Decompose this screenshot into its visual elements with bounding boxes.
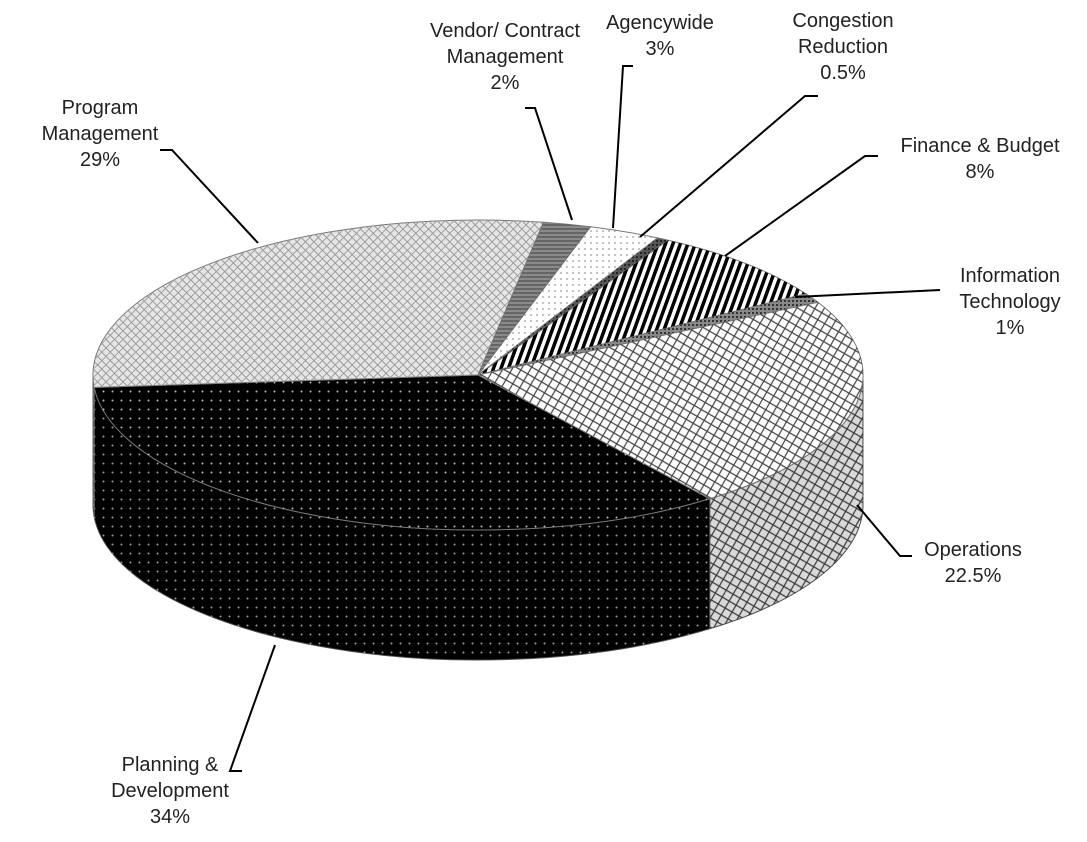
slice-side-shade xyxy=(709,375,863,629)
value-label: 3% xyxy=(645,38,675,60)
category-label: Planning & Development xyxy=(111,754,229,802)
pie-tops xyxy=(92,219,864,531)
category-label: Agencywide xyxy=(606,12,714,34)
value-label: 2% xyxy=(490,72,520,94)
value-label: 29% xyxy=(79,149,121,171)
slice-side-shade xyxy=(93,375,95,518)
slice-pattern xyxy=(478,293,818,375)
category-label: Program Management xyxy=(41,97,159,145)
value-label: 8% xyxy=(965,161,995,183)
value-label: 0.5% xyxy=(820,62,866,84)
data-label: Information Technology 1% xyxy=(940,263,1080,341)
slice-side-pattern xyxy=(709,375,863,629)
slice-pattern xyxy=(478,226,658,375)
pie-sides xyxy=(92,374,864,661)
value-label: 34% xyxy=(149,806,191,828)
data-label: Agencywide 3% xyxy=(590,10,730,62)
slice-pattern xyxy=(478,240,806,375)
slice-pattern xyxy=(94,375,710,530)
slice-side-pattern xyxy=(93,375,95,518)
data-label: Finance & Budget 8% xyxy=(875,133,1085,185)
category-label: Finance & Budget xyxy=(900,135,1060,157)
data-label: Operations 22.5% xyxy=(898,537,1048,589)
leader-lines xyxy=(160,65,941,772)
data-label: Congestion Reduction 0.5% xyxy=(778,8,908,86)
slice-side-pattern xyxy=(94,387,710,661)
category-label: Information Technology xyxy=(959,265,1061,313)
category-label: Vendor/ Contract Management xyxy=(429,20,581,68)
category-label: Congestion Reduction xyxy=(792,10,894,58)
data-label: Vendor/ Contract Management 2% xyxy=(413,18,598,96)
slice-pattern xyxy=(478,222,591,375)
data-label: Program Management 29% xyxy=(30,95,170,173)
value-label: 1% xyxy=(995,317,1025,339)
category-label: Operations xyxy=(924,539,1022,561)
slice-side-shade xyxy=(94,387,710,661)
data-label: Planning & Development 34% xyxy=(95,752,245,830)
value-label: 22.5% xyxy=(944,565,1002,587)
slice-pattern xyxy=(478,302,863,499)
slice-pattern xyxy=(93,219,544,388)
